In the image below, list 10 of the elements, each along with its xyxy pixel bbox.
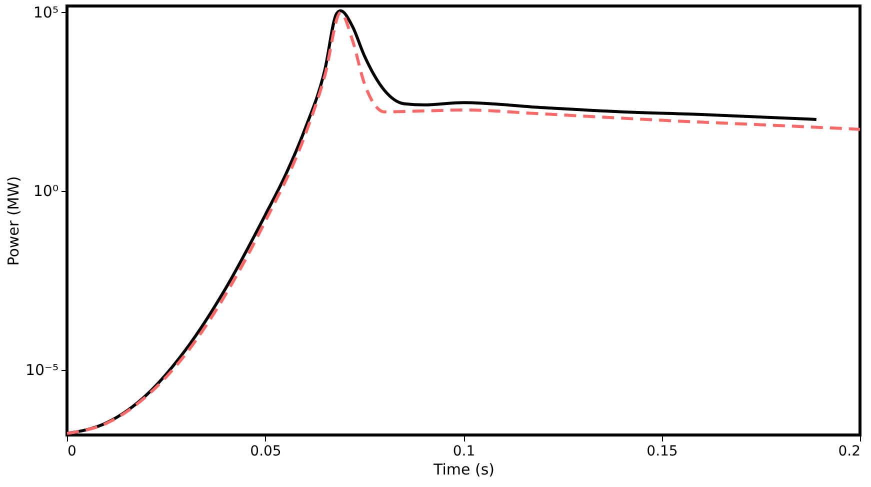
x-tick-label: 0.05 (250, 444, 282, 460)
y-tick-label: 10⁵ (33, 3, 58, 22)
y-tick-label: 10⁰ (33, 182, 58, 200)
x-tick-label: 0.1 (452, 444, 476, 460)
y-axis-title: Power (MW) (4, 176, 22, 266)
y-tick-label: 10⁻⁵ (25, 361, 58, 380)
x-tick-label: 0 (68, 444, 76, 460)
x-tick-label: 0.2 (838, 444, 860, 460)
x-axis-title: Time (s) (432, 460, 494, 478)
x-tick-label: 0.15 (646, 444, 678, 460)
